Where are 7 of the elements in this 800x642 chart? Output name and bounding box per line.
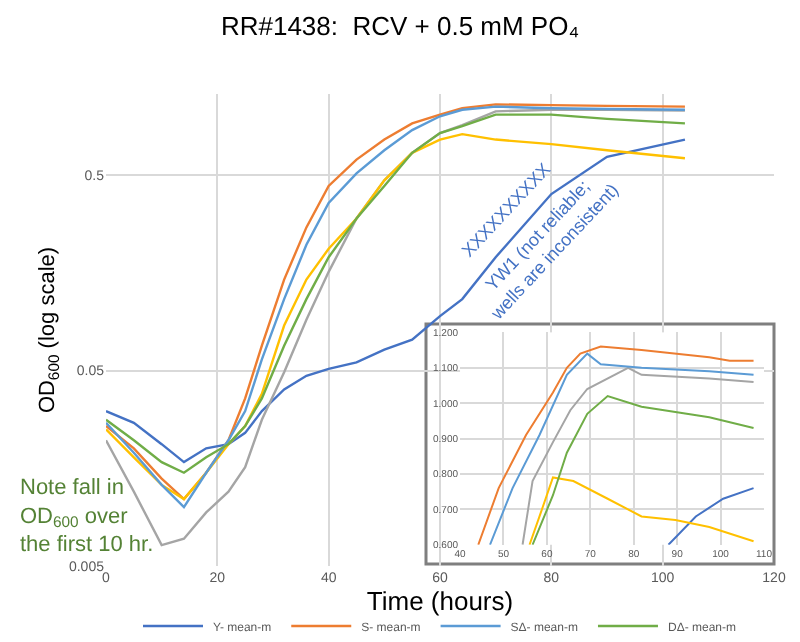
line-series: [521, 366, 755, 545]
line-series: [667, 487, 755, 545]
line-series: [528, 476, 755, 545]
chart-title: RR#1438: RCV + 0.5 mM PO₄: [220, 11, 580, 42]
annotation: Note fall in OD$_{600}$ over the first 10 hr.: [20, 476, 154, 558]
x-axis-title: Time (hours): [366, 586, 514, 616]
line-series: [531, 395, 755, 545]
